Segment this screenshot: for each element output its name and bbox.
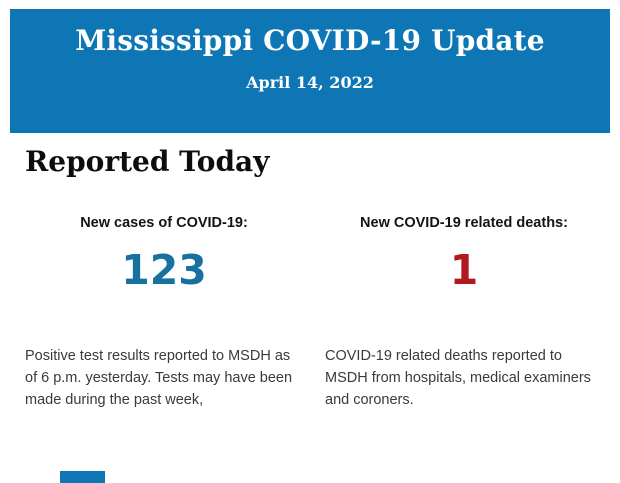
cases-description: Positive test results reported to MSDH a… [25, 348, 293, 408]
deaths-label: New COVID-19 related deaths: [360, 215, 568, 231]
partial-element-bottom [60, 471, 105, 483]
header-banner: Mississippi COVID-19 Update April 14, 20… [10, 9, 610, 133]
section-heading: Reported Today [25, 145, 270, 178]
stats-grid: New cases of COVID-19: 123 Positive test… [25, 213, 603, 411]
main-content: Reported Today New cases of COVID-19: 12… [25, 145, 603, 411]
page-title: Mississippi COVID-19 Update [75, 24, 545, 57]
deaths-value: 1 [449, 246, 479, 294]
deaths-description: COVID-19 related deaths reported to MSDH… [325, 348, 591, 408]
cases-label: New cases of COVID-19: [80, 215, 248, 231]
stat-cases-column: New cases of COVID-19: 123 Positive test… [25, 213, 303, 411]
cases-value: 123 [121, 246, 207, 294]
report-date: April 14, 2022 [246, 73, 374, 92]
stat-deaths-column: New COVID-19 related deaths: 1 COVID-19 … [325, 213, 603, 411]
